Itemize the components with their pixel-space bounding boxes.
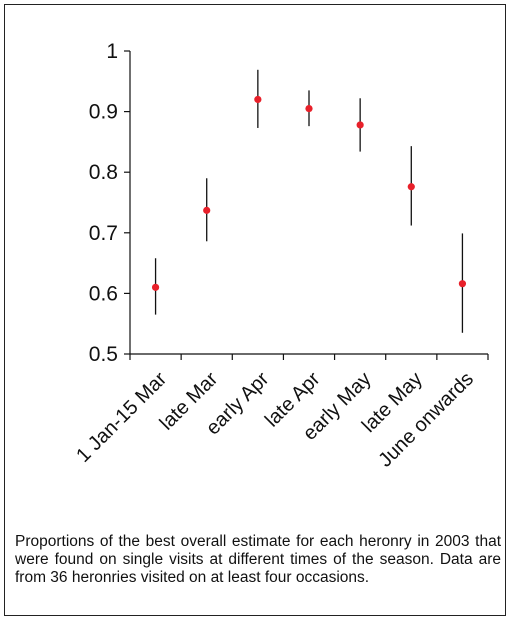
chart-axes <box>129 51 488 355</box>
data-point <box>254 95 262 104</box>
data-points <box>151 95 467 291</box>
data-point <box>203 206 211 214</box>
figure-frame: 0.5 0.6 0.7 0.8 0.9 1 1 Jan-15 Mar late Mar ear… <box>4 4 506 616</box>
data-point <box>458 280 467 288</box>
y-tick-label: 0.7 <box>89 222 118 245</box>
data-point <box>407 183 415 191</box>
y-tick-label: 0.5 <box>89 343 118 366</box>
y-tick-label: 0.8 <box>89 161 118 184</box>
data-point <box>305 104 313 113</box>
y-axis-ticks: 0.5 0.6 0.7 0.8 0.9 1 <box>89 40 130 366</box>
y-tick-label: 0.6 <box>89 282 118 305</box>
y-tick-label: 0.9 <box>89 101 118 124</box>
y-tick-label: 1 <box>106 40 118 63</box>
data-point <box>356 121 364 129</box>
data-point <box>151 283 160 291</box>
figure-caption: Proportions of the best overall estimate… <box>15 533 501 586</box>
